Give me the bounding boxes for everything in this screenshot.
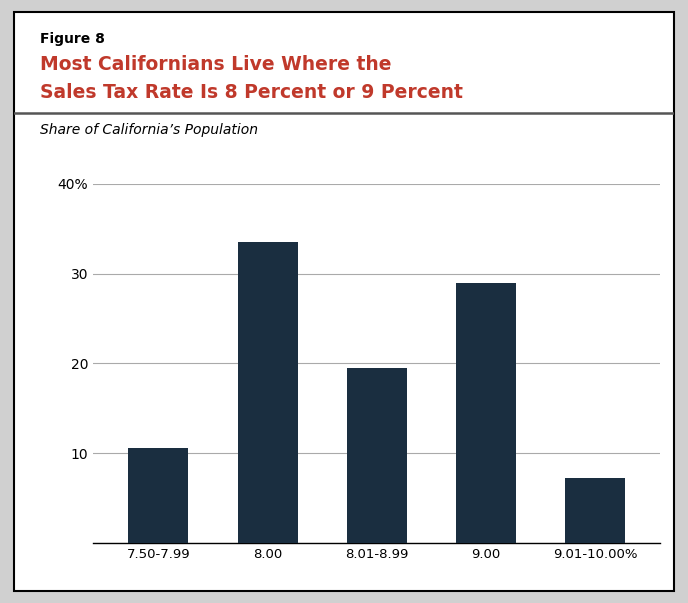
Bar (129, 447, 189, 543)
Bar (237, 242, 297, 543)
Text: Most Californians Live Where the: Most Californians Live Where the (40, 55, 391, 75)
FancyBboxPatch shape (14, 12, 674, 591)
Text: Sales Tax Rate Is 8 Percent or 9 Percent: Sales Tax Rate Is 8 Percent or 9 Percent (40, 83, 463, 102)
Text: Figure 8: Figure 8 (40, 33, 105, 46)
Bar (565, 478, 625, 543)
Text: Share of California’s Population: Share of California’s Population (40, 123, 258, 137)
Bar (456, 283, 516, 543)
Bar (347, 368, 407, 543)
